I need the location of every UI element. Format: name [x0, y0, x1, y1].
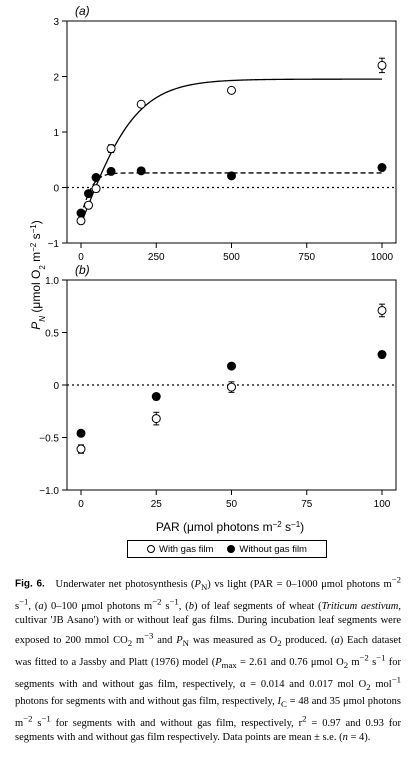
panel-a-point-without-gas-film	[377, 163, 387, 173]
panel-b-y-tick-label: −0.5	[39, 434, 59, 445]
panel-a-label: (a)	[75, 4, 90, 18]
panel-a-fit-with-gas-film	[80, 78, 382, 225]
panel-b-label: (b)	[75, 263, 90, 277]
xlabel-exp: −2	[273, 520, 283, 529]
panel-b-point-with-gas-film	[227, 382, 236, 392]
panel-b-point-without-gas-film	[227, 361, 236, 371]
panel-b-point-without-gas-film	[377, 350, 387, 360]
panel-b-point-without-gas-film	[76, 428, 86, 438]
panel-a-x-tick-label: 0	[78, 252, 84, 263]
panel-b-y-tick-label: −1.0	[39, 486, 59, 497]
panel-a-point-with-gas-film	[227, 85, 236, 95]
panel-b-point-without-gas-film	[151, 392, 161, 402]
panel-a-x-tick-label: 1000	[371, 252, 394, 263]
x-axis-label: PAR (μmol photons m−2 s−1)	[156, 520, 304, 535]
panel-a-point-with-gas-film	[91, 184, 101, 194]
ylabel-m: m	[29, 252, 43, 265]
panel-a-point-without-gas-film	[227, 171, 236, 181]
panel-b: (b) −1.0 −0.5 0 0.5 1.0 0 25 50 75 100	[39, 263, 397, 510]
panel-b-point-with-gas-film	[151, 414, 161, 424]
legend-label-open: With gas film	[159, 543, 214, 555]
panel-b-x-tick-label: 0	[78, 499, 84, 510]
xlabel-close: )	[300, 520, 304, 534]
panel-a-point-without-gas-film	[136, 166, 146, 176]
xlabel-s: s	[282, 520, 291, 534]
ylabel-p: P	[29, 322, 43, 330]
panel-a-point-with-gas-film	[76, 216, 86, 226]
open-circle-icon	[147, 545, 156, 553]
legend-label-filled: Without gas film	[239, 543, 307, 555]
filled-circle-icon	[227, 545, 236, 553]
legend: With gas film Without gas film	[127, 540, 327, 558]
panel-a-point-with-gas-film	[84, 200, 94, 210]
xlabel-main: PAR (μmol photons m	[156, 520, 273, 534]
panel-b-y-tick-label: 1.0	[45, 276, 59, 287]
panel-b-y-tick-label: 0.5	[45, 329, 59, 340]
panel-a-y-tick-label: 1	[53, 128, 59, 139]
panel-a-point-without-gas-film	[76, 208, 86, 218]
panel-b-point-with-gas-film	[76, 444, 86, 454]
panel-b-x-tick-label: 75	[301, 499, 313, 510]
caption-label: Fig. 6.	[15, 578, 45, 590]
panel-a-point-without-gas-film	[84, 189, 94, 199]
panel-a-y-tick-label: 3	[53, 17, 59, 28]
ylabel-units: (μmol O	[29, 270, 43, 316]
xlabel-s-exp: −1	[291, 520, 301, 529]
panel-a-x-tick-label: 750	[298, 252, 315, 263]
panel-a-x-tick-label: 250	[148, 252, 165, 263]
figure-caption: Fig. 6. Underwater net photosynthesis (P…	[15, 572, 401, 746]
panel-a-point-with-gas-film	[136, 99, 146, 109]
ylabel-o2-sub: 2	[38, 265, 47, 270]
panel-a-y-tick-label: 2	[53, 73, 59, 84]
ylabel-m-exp: −2	[29, 242, 38, 252]
y-axis-label: PN (μmol O2 m−2 s−1)	[29, 220, 47, 329]
panel-a-point-without-gas-film	[106, 166, 116, 176]
panel-b-x-tick-label: 100	[374, 499, 391, 510]
panel-b-y-tick-label: 0	[53, 381, 59, 392]
panel-a-point-without-gas-film	[91, 173, 101, 183]
caption-text: Underwater net photosynthesis (PN) vs li…	[15, 574, 402, 744]
panel-a-fit-without-gas-film	[80, 172, 382, 216]
panel-b-x-tick-label: 25	[151, 499, 163, 510]
panel-a-y-tick-label: 0	[53, 184, 59, 195]
legend-item-open: With gas film	[147, 544, 213, 555]
panel-b-x-tick-label: 50	[226, 499, 238, 510]
ylabel-close: )	[29, 220, 43, 224]
panel-a-y-tick-label: −1	[48, 239, 60, 250]
ylabel-s-exp: −1	[29, 224, 38, 234]
panel-a: (a) −1 0 1 2 3 0 250 500 750 1000	[48, 4, 397, 263]
ylabel-s: s	[29, 233, 43, 242]
panel-a-x-tick-label: 500	[223, 252, 240, 263]
panel-b-point-with-gas-film	[377, 305, 387, 315]
panel-a-point-with-gas-film	[106, 144, 116, 154]
panel-a-frame	[66, 20, 397, 244]
ylabel-p-sub: N	[38, 316, 47, 322]
legend-item-filled: Without gas film	[227, 544, 307, 555]
panel-a-point-with-gas-film	[377, 60, 387, 70]
